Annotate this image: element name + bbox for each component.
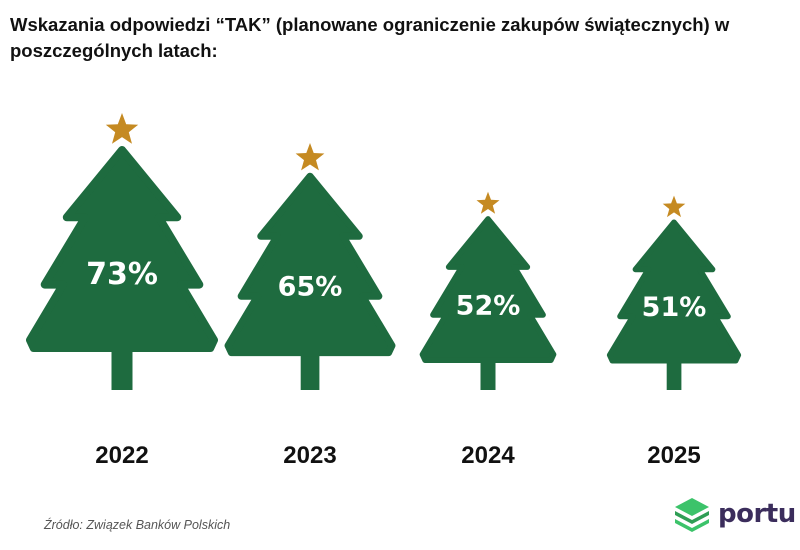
year-label: 2022 <box>95 442 148 469</box>
tree-crown <box>224 172 396 357</box>
star-icon <box>662 195 686 218</box>
value-label: 65% <box>278 271 343 302</box>
star-icon <box>295 143 325 171</box>
star-icon <box>476 191 500 214</box>
value-label: 51% <box>642 292 707 323</box>
year-label: 2023 <box>283 442 336 469</box>
tree-2023: 65% 2023 <box>224 143 396 469</box>
year-label: 2025 <box>647 442 700 469</box>
year-label: 2024 <box>461 442 515 469</box>
logo-text: portu <box>718 499 796 529</box>
value-label: 52% <box>456 290 521 321</box>
star-icon <box>105 113 139 144</box>
tree-crown <box>606 219 742 364</box>
tree-2022: 73% 2022 <box>26 113 218 469</box>
source-note: Źródło: Związek Banków Polskich <box>44 518 231 532</box>
tree-crown <box>26 146 218 352</box>
tree-chart: 73% 2022 65% 2023 52% 2024 51% 2025 <box>26 113 742 469</box>
portu-logo: portu <box>672 496 796 532</box>
tree-2024: 52% 2024 <box>419 191 557 469</box>
value-label: 73% <box>86 257 158 292</box>
tree-crown <box>419 216 557 363</box>
tree-2025: 51% 2025 <box>606 195 742 469</box>
stacked-layers-icon <box>675 498 709 532</box>
chart-title: Wskazania odpowiedzi “TAK” (planowane og… <box>10 14 730 61</box>
